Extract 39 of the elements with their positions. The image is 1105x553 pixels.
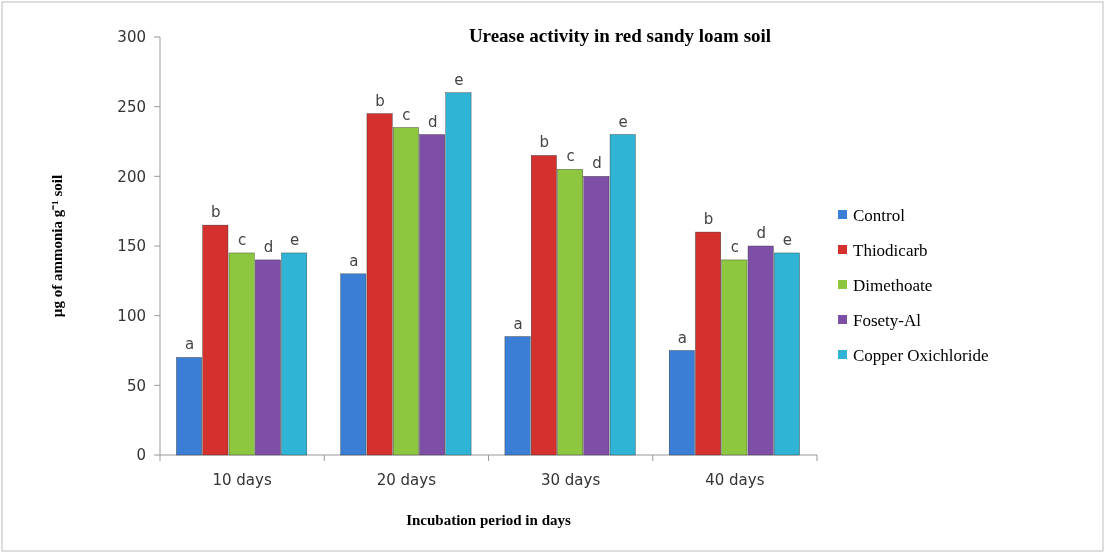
y-tick-label: 150 bbox=[117, 237, 146, 256]
x-axis-title: Incubation period in days bbox=[406, 512, 571, 528]
data-label: d bbox=[263, 237, 274, 256]
x-tick-label: 40 days bbox=[705, 471, 765, 489]
data-label: d bbox=[427, 112, 438, 131]
data-label: e bbox=[454, 70, 464, 89]
legend-label: Copper Oxichloride bbox=[853, 345, 989, 365]
data-label: b bbox=[211, 203, 221, 222]
x-tick-label: 10 days bbox=[212, 471, 272, 489]
legend-label: Fosety-Al bbox=[853, 310, 922, 330]
x-tick-label: 30 days bbox=[540, 471, 601, 489]
y-axis-title: µg of ammonia g⁻¹ soil bbox=[49, 174, 65, 318]
data-label: b bbox=[539, 133, 550, 152]
data-label: c bbox=[402, 105, 411, 124]
y-tick-label: 0 bbox=[136, 446, 146, 465]
legend-label: Dimethoate bbox=[853, 275, 933, 295]
y-tick-label: 200 bbox=[117, 167, 146, 186]
y-tick-label: 250 bbox=[117, 97, 146, 116]
data-label: a bbox=[677, 328, 687, 347]
data-label: e bbox=[618, 112, 628, 131]
legend-label: Control bbox=[853, 205, 906, 225]
legend-label: Thiodicarb bbox=[853, 240, 928, 260]
chart-title: Urease activity in red sandy loam soil bbox=[468, 25, 772, 46]
data-label: c bbox=[238, 230, 247, 249]
data-label: c bbox=[566, 147, 575, 166]
data-label: e bbox=[782, 230, 793, 249]
data-label: a bbox=[513, 314, 523, 333]
data-label: c bbox=[730, 237, 739, 256]
y-tick-label: 300 bbox=[117, 28, 146, 47]
data-label: d bbox=[592, 154, 602, 173]
data-label: a bbox=[349, 251, 359, 270]
y-tick-label: 100 bbox=[117, 306, 146, 325]
data-label: d bbox=[756, 224, 766, 242]
y-tick-label: 50 bbox=[126, 376, 146, 395]
data-label: a bbox=[184, 335, 195, 354]
x-tick-label: 20 days bbox=[376, 471, 437, 489]
data-label: e bbox=[290, 230, 300, 249]
data-label: b bbox=[375, 91, 385, 110]
data-label: b bbox=[703, 210, 714, 229]
